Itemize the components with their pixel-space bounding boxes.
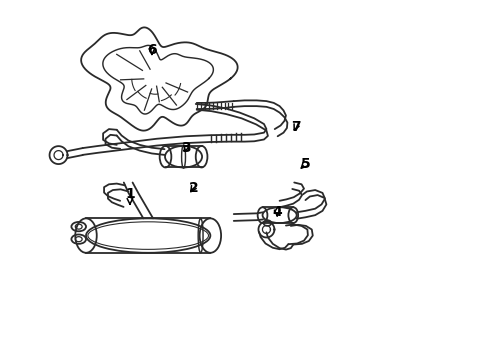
Text: 2: 2 [188,181,198,195]
Text: 7: 7 [290,120,300,134]
Text: 1: 1 [125,186,135,204]
Text: 3: 3 [181,141,190,155]
Text: 4: 4 [272,204,282,219]
Text: 5: 5 [300,157,310,171]
Text: 6: 6 [147,43,156,57]
